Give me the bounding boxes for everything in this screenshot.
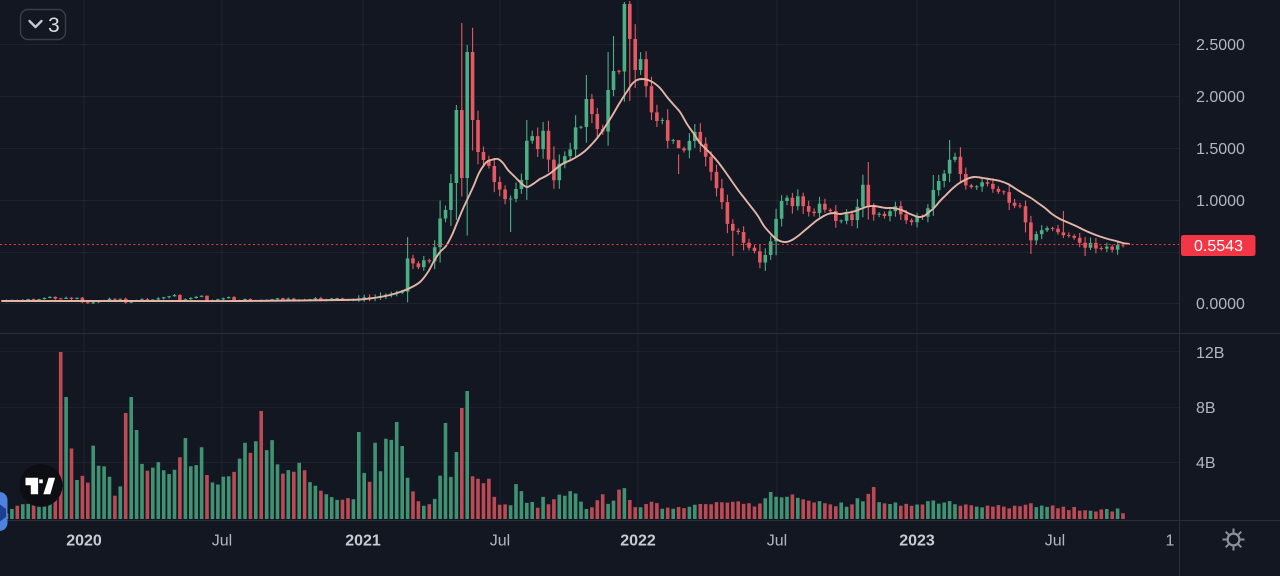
svg-text:0.0000: 0.0000 <box>1196 296 1245 313</box>
svg-text:1.5000: 1.5000 <box>1196 141 1245 158</box>
svg-text:4B: 4B <box>1196 455 1216 472</box>
svg-text:2.5000: 2.5000 <box>1196 37 1245 54</box>
svg-text:2022: 2022 <box>620 533 656 550</box>
svg-text:2021: 2021 <box>345 533 381 550</box>
svg-text:2020: 2020 <box>66 533 102 550</box>
svg-text:0.5543: 0.5543 <box>1194 238 1243 255</box>
svg-text:Jul: Jul <box>1045 533 1065 550</box>
svg-text:3: 3 <box>48 14 60 37</box>
svg-text:1: 1 <box>1166 533 1175 550</box>
svg-text:1.0000: 1.0000 <box>1196 193 1245 210</box>
svg-text:Jul: Jul <box>212 533 232 550</box>
svg-text:2023: 2023 <box>899 533 935 550</box>
svg-text:12B: 12B <box>1196 345 1224 362</box>
svg-text:8B: 8B <box>1196 400 1216 417</box>
svg-text:2.0000: 2.0000 <box>1196 89 1245 106</box>
svg-text:Jul: Jul <box>490 533 510 550</box>
svg-text:Jul: Jul <box>767 533 787 550</box>
